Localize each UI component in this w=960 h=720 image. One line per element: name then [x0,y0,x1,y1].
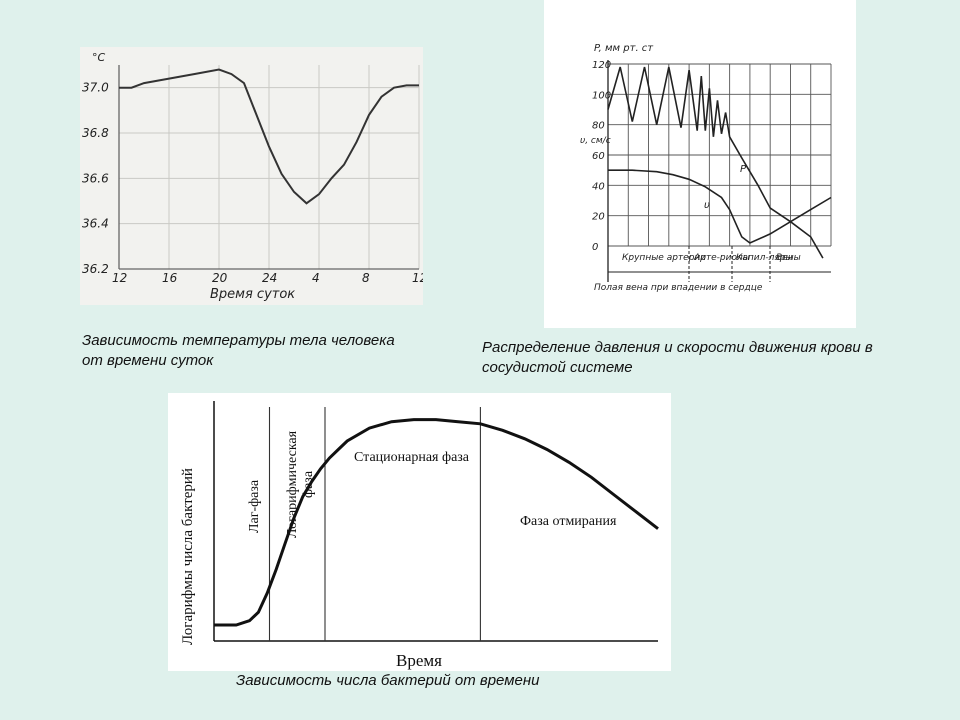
blood-y-tick: 40 [592,181,605,192]
temperature-y-tick: 36.8 [82,126,109,140]
lag-phase-label: Лаг-фаза [247,479,262,533]
temperature-y-tick: 36.6 [82,171,109,185]
blood-region-label: Арте-риолы [693,253,750,263]
blood-caption: Распределение давления и скорости движен… [482,339,873,376]
blood-y-tick: 20 [592,212,605,223]
velocity-axis-label: υ, см/с [580,136,611,146]
velocity-series-label: υ [704,200,710,211]
bacteria-chart: Лаг-фаза ЛогарифмическаяфазаСтационарная … [180,401,659,670]
blood-y-tick: 60 [592,151,605,162]
temperature-x-tick: 12 [112,271,127,285]
blood-y-tick: 80 [592,121,605,132]
pressure-series-label: P [740,164,747,175]
bacteria-x-axis-label: Время [396,651,442,670]
blood-chart-panel: 120 100 80 60 40 20 0 P, мм рт. ст υ, см/с Кру… [544,0,856,328]
temperature-x-axis-label: Время суток [210,287,295,302]
temperature-chart: 37.036.836.636.436.2121620244812 °C Врем… [82,51,423,302]
blood-region-label: Вены [776,253,801,263]
temperature-unit-label: °C [92,51,106,64]
blood-y-tick: 100 [592,90,611,101]
temperature-x-tick: 4 [312,271,320,285]
blood-region-label: Крупные артерии [622,253,706,263]
temperature-x-tick: 24 [262,271,277,285]
pressure-axis-label: P, мм рт. ст [594,43,654,54]
temperature-y-tick: 36.2 [82,262,109,276]
bacteria-caption: Зависимость числа бактерий от времени [236,672,540,689]
stationary-phase-label: Стационарная фаза [354,450,470,465]
blood-chart: 120 100 80 60 40 20 0 P, мм рт. ст υ, см/с Кру… [580,43,832,293]
pressure-series-line [607,66,824,259]
temperature-y-tick: 37.0 [82,81,109,95]
blood-y-tick: 120 [592,60,611,71]
vena-cava-footnote: Полая вена при впадении в сердце [594,283,763,293]
temperature-caption: Зависимость температуры тела человека от… [82,332,395,369]
bacteria-growth-curve [214,418,659,627]
blood-region-label: Капил-ляры [736,253,793,263]
temperature-x-tick: 16 [162,271,178,285]
temperature-x-tick: 8 [362,271,370,285]
temperature-series-line [119,68,419,205]
death-phase-label: Фаза отмирания [520,514,617,529]
temperature-chart-panel: 37.036.836.636.436.2121620244812 °C Врем… [80,47,423,305]
temperature-x-tick: 20 [212,271,228,285]
blood-y-tick: 0 [592,242,598,253]
bacteria-chart-panel: Лаг-фаза Логарифмическаяфаза Стационарная … [168,393,671,671]
temperature-y-tick: 36.4 [82,217,109,231]
velocity-series-line [608,169,832,244]
temperature-x-tick: 12 [412,271,423,285]
bacteria-y-axis-label: Логарифмы числа бактерий [180,468,196,645]
